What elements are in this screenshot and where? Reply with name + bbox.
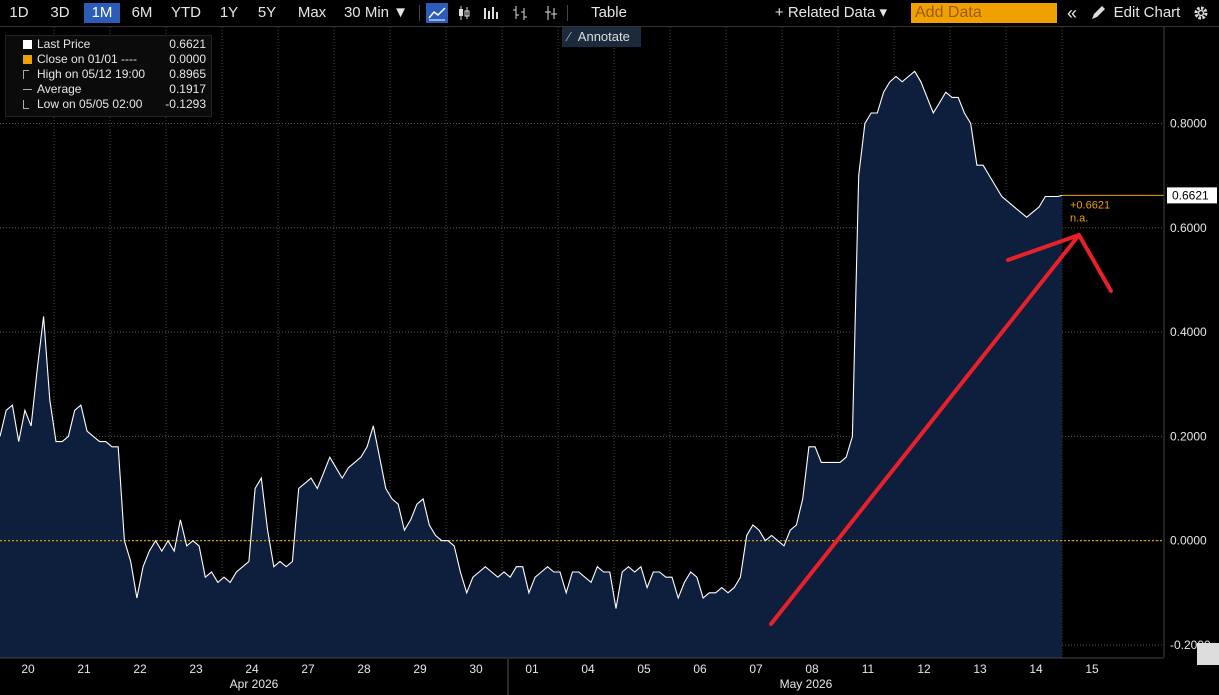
- line-chart-icon[interactable]: [426, 3, 448, 23]
- price-chart[interactable]: +0.6621 n.a. 0.8000 0.6000 0.4000 0.2000 0.0…: [0, 27, 1219, 695]
- legend-label: Low on 05/05 02:00: [37, 97, 143, 111]
- ohlc-icon[interactable]: [509, 3, 531, 23]
- x-tick-label: 23: [189, 662, 203, 676]
- legend-row-low: Low on 05/05 02:00 -0.1293: [6, 97, 211, 112]
- high-marker-icon: [23, 70, 29, 79]
- y-tick-label: 0.6000: [1170, 221, 1207, 235]
- legend-row-close: Close on 01/01 ---- 0.0000: [6, 52, 211, 67]
- interval-dropdown[interactable]: 30 Min ▼: [343, 4, 409, 21]
- add-data-input[interactable]: [911, 3, 1057, 23]
- annotate-label: Annotate: [577, 29, 630, 44]
- arrow-shaft: [769, 233, 1081, 626]
- edit-chart-button[interactable]: Edit Chart: [1113, 4, 1181, 21]
- legend-value: 0.8965: [169, 67, 206, 81]
- period-max-button[interactable]: Max: [297, 4, 327, 21]
- x-tick-label: 15: [1085, 662, 1099, 676]
- x-axis-ticks: 20 21 22 23 24 27 28 29 30 01 04 05 06 07 08 11 12 13 14 15: [21, 662, 1099, 676]
- x-tick-label: 01: [525, 662, 539, 676]
- legend-label: High on 05/12 19:00: [37, 67, 146, 81]
- x-tick-label: 12: [917, 662, 931, 676]
- table-button[interactable]: Table: [591, 4, 627, 21]
- x-tick-label: 20: [21, 662, 35, 676]
- legend-value: 0.6621: [169, 37, 206, 51]
- low-marker-icon: [23, 100, 29, 109]
- toolbar-divider: [567, 5, 568, 21]
- y-tick-label: 0.8000: [1170, 116, 1207, 130]
- last-change-label: +0.6621: [1070, 199, 1110, 211]
- x-tick-label: 28: [357, 662, 371, 676]
- hlc-icon[interactable]: [540, 3, 562, 23]
- legend-value: 0.1917: [169, 82, 206, 96]
- x-tick-label: 04: [581, 662, 595, 676]
- x-tick-label: 24: [245, 662, 259, 676]
- period-5y-button[interactable]: 5Y: [257, 4, 277, 21]
- legend-label: Close on 01/01 ----: [37, 52, 138, 66]
- x-tick-label: 27: [301, 662, 315, 676]
- legend-row-last-price: Last Price 0.6621: [6, 37, 211, 52]
- last-price-axis-label: 0.6621: [1172, 188, 1209, 202]
- y-tick-label: 0.0000: [1170, 534, 1207, 548]
- x-tick-label: 30: [469, 662, 483, 676]
- x-tick-label: 06: [693, 662, 707, 676]
- x-tick-label: 05: [637, 662, 651, 676]
- legend-panel: Last Price 0.6621 Close on 01/01 ---- 0.…: [5, 35, 212, 117]
- x-tick-label: 11: [862, 662, 875, 676]
- arrow-head-right: [1077, 233, 1113, 293]
- x-tick-label: 08: [805, 662, 819, 676]
- legend-label: Average: [37, 82, 82, 96]
- legend-row-average: Average 0.1917: [6, 82, 211, 97]
- chat-icon[interactable]: [1197, 643, 1219, 665]
- period-1y-button[interactable]: 1Y: [219, 4, 239, 21]
- x-tick-label: 07: [749, 662, 763, 676]
- x-tick-label: 29: [413, 662, 427, 676]
- legend-value: -0.1293: [165, 97, 206, 111]
- red-arrow-annotation: [769, 233, 1113, 626]
- x-tick-label: 22: [133, 662, 147, 676]
- price-area: [0, 71, 1062, 659]
- bar-chart-icon[interactable]: [480, 3, 502, 23]
- pencil-line-icon: ⁄: [568, 29, 571, 44]
- orange-square-icon: [23, 55, 32, 64]
- white-square-icon: [23, 40, 32, 49]
- toolbar-divider: [419, 5, 420, 21]
- collapse-icon[interactable]: «: [1066, 3, 1077, 23]
- x-tick-label: 21: [77, 662, 91, 676]
- last-change-sub: n.a.: [1070, 212, 1088, 224]
- annotate-button[interactable]: ⁄ Annotate: [562, 27, 641, 47]
- legend-value: 0.0000: [169, 52, 206, 66]
- candlestick-icon[interactable]: [453, 3, 475, 23]
- legend-label: Last Price: [37, 37, 91, 51]
- month-label-apr: Apr 2026: [230, 677, 279, 691]
- period-ytd-button[interactable]: YTD: [171, 4, 201, 21]
- x-tick-label: 13: [973, 662, 987, 676]
- period-6m-button[interactable]: 6M: [131, 4, 153, 21]
- pencil-icon[interactable]: [1088, 3, 1110, 23]
- arrow-head-left: [1006, 233, 1081, 262]
- chart-toolbar: 1D 3D 1M 6M YTD 1Y 5Y Max 30 Min ▼ Table…: [0, 0, 1219, 27]
- average-marker-icon: [23, 89, 32, 90]
- y-tick-label: 0.2000: [1170, 429, 1207, 443]
- y-tick-label: 0.4000: [1170, 325, 1207, 339]
- legend-row-high: High on 05/12 19:00 0.8965: [6, 67, 211, 82]
- last-price-series-line: [0, 70, 1063, 609]
- last-price-axis-box: [1167, 187, 1217, 204]
- gear-icon[interactable]: [1190, 3, 1212, 23]
- period-3d-button[interactable]: 3D: [50, 4, 70, 21]
- x-tick-label: 14: [1029, 662, 1043, 676]
- period-1d-button[interactable]: 1D: [9, 4, 29, 21]
- month-label-may: May 2026: [780, 677, 833, 691]
- related-data-button[interactable]: + Related Data ▾: [774, 4, 888, 21]
- period-1m-button[interactable]: 1M: [84, 3, 120, 23]
